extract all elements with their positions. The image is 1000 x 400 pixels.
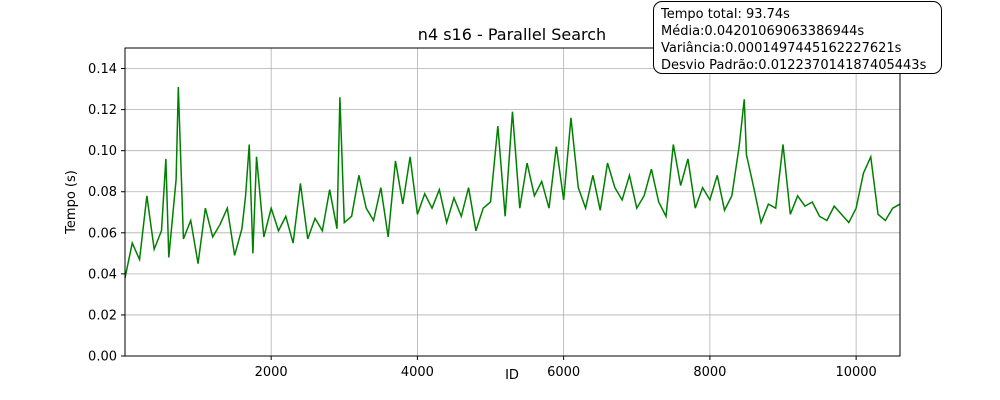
y-tick-label: 0.00 (88, 350, 117, 365)
x-tick-label: 4000 (401, 365, 434, 380)
x-axis-label: ID (505, 368, 519, 383)
stats-variance: Variância:0.0001497445162227621s (661, 41, 902, 56)
y-axis-label: Tempo (s) (64, 170, 79, 235)
series-line (124, 86, 901, 279)
stats-box: Tempo total: 93.74s Média:0.042010690633… (653, 1, 942, 74)
y-tick-label: 0.04 (88, 267, 117, 282)
x-tick-label: 2000 (255, 365, 288, 380)
y-tick-label: 0.08 (88, 185, 117, 200)
y-tick-label: 0.02 (88, 308, 117, 323)
plot-frame (124, 47, 901, 357)
stats-mean: Média:0.04201069063386944s (661, 24, 865, 39)
y-tick-label: 0.12 (88, 103, 117, 118)
series-green (124, 86, 901, 279)
grid (125, 48, 900, 357)
x-tick-label: 10000 (835, 365, 876, 380)
y-axis-ticks: 0.00 0.02 0.04 0.06 0.08 0.10 0.12 0.14 (88, 62, 125, 365)
x-tick-label: 6000 (547, 365, 580, 380)
y-tick-label: 0.14 (88, 62, 117, 77)
x-axis-ticks: 2000 4000 6000 8000 10000 (255, 356, 877, 380)
stats-total-time: Tempo total: 93.74s (661, 7, 790, 22)
stats-std-dev: Desvio Padrão:0.012237014187405443s (661, 58, 927, 73)
y-tick-label: 0.06 (88, 226, 117, 241)
x-tick-label: 8000 (693, 365, 726, 380)
chart-title: n4 s16 - Parallel Search (418, 25, 606, 44)
y-tick-label: 0.10 (88, 144, 117, 159)
